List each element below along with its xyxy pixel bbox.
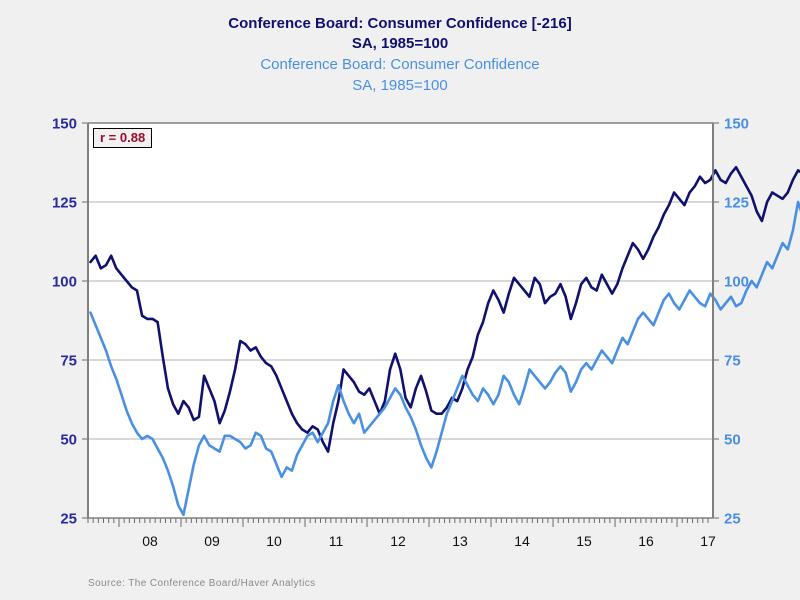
x-axis-label: 14 [514, 533, 530, 549]
series-line-dark-navy [89, 165, 800, 453]
title-line-secondary-units: SA, 1985=100 [352, 77, 448, 94]
x-axis-label: 09 [204, 533, 220, 549]
x-axis-label: 15 [576, 533, 592, 549]
y-axis-label-right: 75 [724, 353, 741, 370]
x-axis-label: 16 [638, 533, 654, 549]
x-axis-label: 10 [266, 533, 282, 549]
y-axis-label-right: 25 [724, 511, 741, 528]
y-axis-label-left: 25 [60, 511, 77, 528]
title-line-primary-units: SA, 1985=100 [351, 35, 449, 52]
x-axis-label: 13 [452, 533, 468, 549]
y-axis-label-right: 50 [724, 432, 741, 449]
correlation-value: r = 0.88 [100, 130, 146, 145]
y-axis-label-left: 100 [52, 274, 77, 291]
x-axis-label: 11 [329, 533, 344, 549]
y-axis-label-right: 100 [724, 274, 749, 291]
correlation-annotation: r = 0.88 [93, 128, 153, 148]
chart-title-block: Conference Board: Consumer Confidence [-… [0, 14, 800, 96]
x-axis-label: 08 [142, 533, 158, 549]
plot-background [88, 123, 713, 518]
y-axis-label-left: 50 [60, 432, 77, 449]
x-axis-label: 12 [390, 533, 406, 549]
y-axis-label-left: 75 [60, 353, 77, 370]
title-line-secondary: Conference Board: Consumer Confidence [260, 56, 540, 73]
y-axis-label-right: 150 [724, 116, 749, 133]
title-line-primary: Conference Board: Consumer Confidence [-… [228, 15, 572, 32]
series-line-light-blue [89, 200, 800, 517]
x-axis-label: 17 [700, 533, 716, 549]
y-axis-label-right: 125 [724, 195, 749, 212]
source-note: Source: The Conference Board/Haver Analy… [88, 578, 316, 589]
y-axis-label-left: 150 [52, 116, 77, 133]
y-axis-label-left: 125 [52, 195, 77, 212]
